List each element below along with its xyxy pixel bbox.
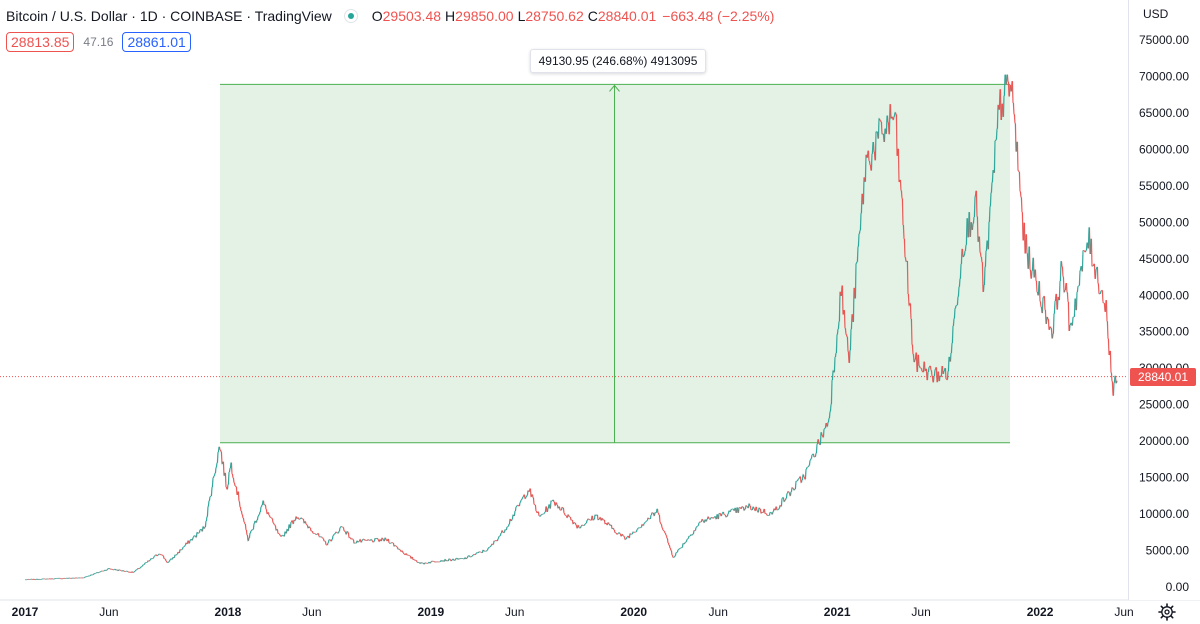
high-value: 29850.00 xyxy=(455,8,514,24)
low-label: L xyxy=(517,8,526,24)
measure-tool-layer xyxy=(220,83,1010,444)
low-value: 28750.62 xyxy=(525,8,584,24)
measure-tooltip: 49130.95 (246.68%) 4913095 xyxy=(530,49,706,73)
open-value: 29503.48 xyxy=(382,8,442,24)
currency-label[interactable]: USD xyxy=(1143,7,1169,21)
candle-up-group xyxy=(26,74,1118,581)
symbol-legend: Bitcoin / U.S. Dollar · 1D · COINBASE · … xyxy=(6,6,774,26)
x-tick-label: 2017 xyxy=(12,605,39,619)
last-price-label: 28840.01 xyxy=(1130,368,1196,386)
spread-value: 47.16 xyxy=(83,35,114,49)
buy-price-button[interactable]: 28861.01 xyxy=(122,32,191,52)
symbol-title[interactable]: Bitcoin / U.S. Dollar · 1D · COINBASE · … xyxy=(6,8,332,24)
x-tick-label: 2019 xyxy=(417,605,444,619)
price-scale[interactable] xyxy=(1128,0,1200,600)
change-value: −663.48 (−2.25%) xyxy=(662,8,775,24)
x-tick-label: 2018 xyxy=(215,605,242,619)
x-tick-label: Jun xyxy=(99,605,118,619)
sell-price-button[interactable]: 28813.85 xyxy=(6,32,75,52)
trade-panel: 28813.85 47.16 28861.01 xyxy=(6,32,191,52)
x-tick-label: Jun xyxy=(911,605,930,619)
high-label: H xyxy=(445,8,456,24)
measure-arrow-head xyxy=(609,84,620,92)
close-label: C xyxy=(587,8,598,24)
x-tick-label: Jun xyxy=(1114,605,1133,619)
x-tick-label: 2021 xyxy=(824,605,851,619)
price-series-layer xyxy=(0,74,1128,581)
x-tick-label: Jun xyxy=(709,605,728,619)
candles-down xyxy=(25,74,1117,581)
candles-up xyxy=(26,74,1118,581)
x-tick-label: 2022 xyxy=(1027,605,1054,619)
time-axis: 2017 Jun 2018 Jun 2019 Jun 2020 Jun 2021 Jun 2022 J… xyxy=(0,599,1200,619)
x-tick-label: Jun xyxy=(302,605,321,619)
x-tick-label: 2020 xyxy=(620,605,647,619)
gear-icon[interactable] xyxy=(1158,603,1176,621)
open-label: O xyxy=(371,8,383,24)
candle-down-group xyxy=(25,74,1117,581)
market-status-icon[interactable] xyxy=(343,9,358,23)
close-value: 28840.01 xyxy=(597,8,657,24)
x-tick-label: Jun xyxy=(505,605,524,619)
